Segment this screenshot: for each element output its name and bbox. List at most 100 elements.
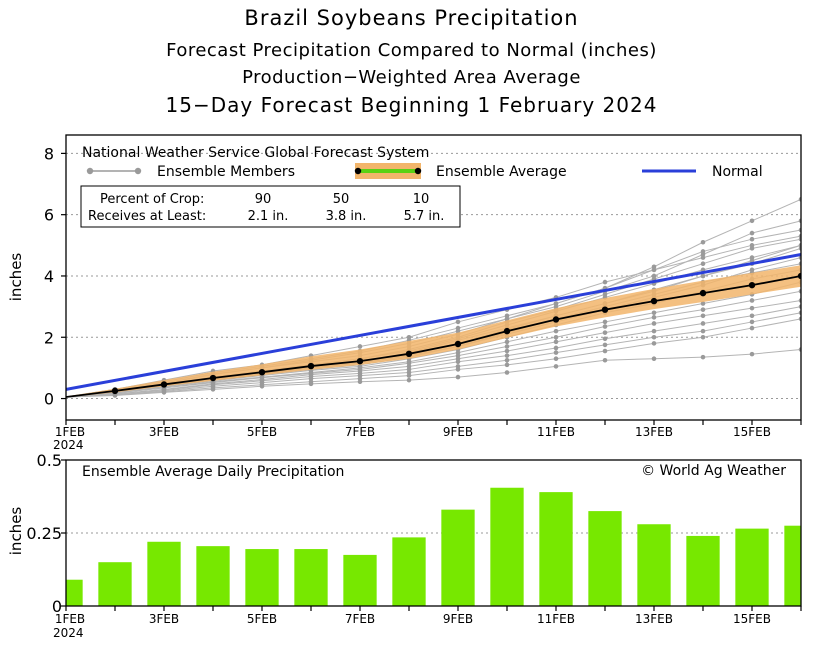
- ensemble-member-point: [602, 319, 608, 325]
- ensemble-member-point: [700, 273, 706, 279]
- ensemble-member-point: [651, 341, 657, 346]
- ensemble-spread: [66, 265, 801, 398]
- ensemble-member-point: [553, 350, 559, 355]
- top-x-tick-label: 3FEB: [149, 425, 179, 439]
- ensemble-member-point: [700, 255, 706, 260]
- crop-box-frame: [80, 185, 461, 228]
- ensemble-member-point: [749, 246, 755, 251]
- ensemble-member-point: [602, 357, 608, 363]
- ensemble-member-line: [66, 299, 801, 398]
- bottom-axes: 0 0.25 0.5 inches 1FEB 3FEB 5FEB 7FEB 9FEB 11FEB 1…: [7, 451, 802, 640]
- ensemble-member-point: [504, 344, 510, 349]
- ensemble-member-point: [651, 334, 657, 340]
- precip-bar: [343, 554, 377, 606]
- ensemble-member-point: [553, 334, 559, 340]
- ensemble-spread-band: [66, 265, 801, 398]
- ensemble-member-point: [553, 345, 559, 351]
- legend-members: Ensemble Members: [86, 164, 295, 180]
- bottom-panel-label: Ensemble Average Daily Precipitation: [82, 464, 344, 480]
- ensemble-member-point: [651, 315, 657, 320]
- ensemble-member-point: [749, 218, 755, 224]
- precip-bar: [147, 541, 181, 606]
- precip-bar: [490, 487, 524, 606]
- legend-members-dot: [134, 167, 142, 175]
- ensemble-average-point: [454, 340, 462, 348]
- bottom-x-year-label: 2024: [53, 626, 84, 640]
- top-x-tick-label: 1FEB: [55, 425, 85, 439]
- top-y-tick-label: 6: [44, 206, 54, 225]
- legend-average-dot: [414, 167, 422, 175]
- ensemble-member-point: [700, 328, 706, 334]
- ensemble-member-line: [66, 318, 801, 398]
- ensemble-member-point: [406, 334, 412, 340]
- ensemble-average-point: [258, 368, 266, 376]
- ensemble-member-point: [749, 351, 755, 357]
- ensemble-member-point: [700, 313, 706, 319]
- chart-subtitle-period: 15−Day Forecast Beginning 1 February 202…: [165, 93, 658, 117]
- legend-normal: Normal: [642, 164, 763, 180]
- ensemble-member-point: [504, 353, 510, 358]
- ensemble-member-point: [210, 387, 216, 392]
- ensemble-average-point: [552, 316, 560, 323]
- legend-average: Ensemble Average: [354, 163, 567, 180]
- bottom-y-axis-label: inches: [7, 507, 25, 556]
- precip-bar: [66, 579, 83, 606]
- precip-bar: [735, 528, 769, 606]
- daily-precip-bars: [66, 487, 801, 606]
- crop-percent-10: 10: [413, 192, 430, 207]
- ensemble-member-point: [700, 301, 706, 306]
- precip-bar: [196, 546, 230, 606]
- top-x-year-label: 2024: [53, 438, 84, 452]
- ensemble-member-point: [161, 390, 167, 395]
- ensemble-member-point: [553, 364, 559, 369]
- crop-row2-label: Receives at Least:: [88, 209, 206, 224]
- ensemble-average-point: [503, 327, 511, 335]
- normal-line: [66, 253, 801, 391]
- ensemble-member-point: [553, 301, 559, 306]
- bottom-x-tick-label: 1FEB: [55, 612, 85, 626]
- ensemble-member-point: [504, 339, 510, 345]
- ensemble-member-point: [700, 334, 706, 340]
- ensemble-average-point: [356, 357, 364, 365]
- ensemble-member-line: [66, 349, 801, 398]
- ensemble-member-point: [504, 370, 510, 375]
- ensemble-member-point: [749, 313, 755, 319]
- ensemble-member-point: [504, 362, 510, 368]
- top-y-tick-label: 2: [44, 328, 54, 347]
- ensemble-member-line: [66, 306, 801, 398]
- bottom-x-tick-label: 9FEB: [443, 612, 473, 626]
- ensemble-member-line: [66, 235, 801, 398]
- ensemble-member-point: [406, 373, 412, 378]
- ensemble-member-point: [602, 342, 608, 348]
- ensemble-member-point: [553, 356, 559, 362]
- ensemble-member-point: [749, 305, 755, 311]
- precip-bar: [392, 537, 426, 606]
- legend-members-dot: [86, 167, 94, 175]
- ensemble-average-point: [405, 350, 413, 358]
- top-plot-area: [66, 197, 801, 398]
- top-plot-frame: [65, 134, 802, 421]
- top-x-tick-label: 11FEB: [537, 425, 575, 439]
- crop-percent-box: Percent of Crop: Receives at Least: 90 5…: [80, 185, 461, 228]
- crop-amount-90: 2.1 in.: [248, 209, 289, 224]
- chart-subtitle: Forecast Precipitation Compared to Norma…: [166, 40, 657, 61]
- ensemble-member-point: [553, 339, 559, 345]
- precip-bar: [637, 524, 671, 606]
- ensemble-average-point: [209, 374, 217, 382]
- ensemble-member-point: [504, 348, 510, 354]
- ensemble-member-point: [651, 310, 657, 316]
- model-label: National Weather Service Global Forecast…: [82, 145, 429, 161]
- crop-percent-90: 90: [255, 192, 272, 207]
- ensemble-member-point: [455, 359, 461, 365]
- top-x-tick-label: 15FEB: [733, 425, 771, 439]
- top-y-tick-label: 4: [44, 267, 54, 286]
- ensemble-member-point: [602, 336, 608, 342]
- precip-bar: [294, 549, 328, 606]
- ensemble-member-point: [455, 374, 461, 380]
- ensemble-member-line: [66, 290, 801, 398]
- ensemble-member-point: [651, 321, 657, 326]
- normal-series: [66, 253, 801, 391]
- ensemble-member-point: [504, 357, 510, 363]
- ensemble-member-point: [406, 377, 412, 383]
- ensemble-member-point: [749, 255, 755, 260]
